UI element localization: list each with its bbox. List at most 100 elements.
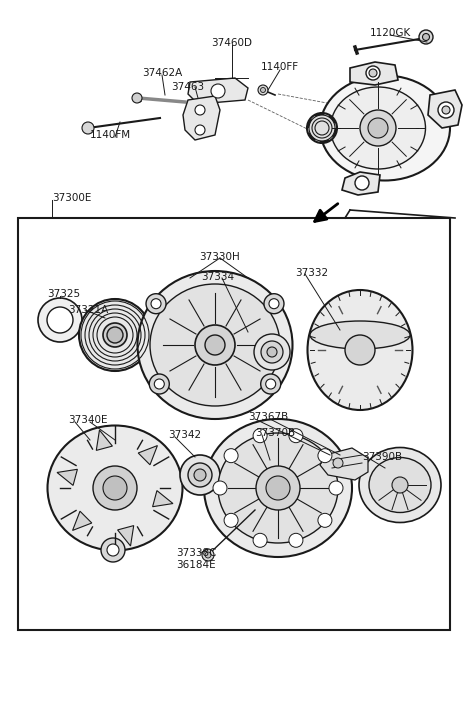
Text: 37338C: 37338C bbox=[175, 548, 216, 558]
Circle shape bbox=[265, 476, 289, 500]
Circle shape bbox=[332, 458, 342, 468]
Text: 37462A: 37462A bbox=[142, 68, 182, 78]
Circle shape bbox=[194, 469, 206, 481]
Ellipse shape bbox=[307, 290, 412, 410]
Circle shape bbox=[82, 122, 94, 134]
Ellipse shape bbox=[319, 76, 449, 180]
Ellipse shape bbox=[47, 425, 182, 550]
Circle shape bbox=[131, 93, 142, 103]
Ellipse shape bbox=[137, 271, 292, 419]
Circle shape bbox=[180, 455, 219, 495]
Circle shape bbox=[437, 102, 453, 118]
Ellipse shape bbox=[330, 87, 425, 169]
Text: 37332: 37332 bbox=[294, 268, 327, 278]
Circle shape bbox=[263, 294, 283, 314]
Circle shape bbox=[150, 299, 161, 309]
Text: 1140FM: 1140FM bbox=[89, 130, 130, 140]
Circle shape bbox=[194, 325, 234, 365]
Circle shape bbox=[367, 118, 387, 138]
Circle shape bbox=[288, 429, 302, 443]
Text: 36184E: 36184E bbox=[176, 560, 215, 570]
Polygon shape bbox=[188, 78, 247, 104]
Circle shape bbox=[201, 549, 213, 561]
Text: 37463: 37463 bbox=[171, 82, 204, 92]
Text: 37367B: 37367B bbox=[247, 412, 288, 422]
Polygon shape bbox=[427, 90, 461, 128]
Circle shape bbox=[441, 106, 449, 114]
Polygon shape bbox=[96, 430, 112, 451]
Polygon shape bbox=[319, 448, 367, 480]
Circle shape bbox=[205, 552, 211, 558]
Polygon shape bbox=[138, 446, 157, 465]
Circle shape bbox=[252, 534, 267, 547]
Text: 37334: 37334 bbox=[201, 272, 234, 282]
Circle shape bbox=[359, 110, 395, 146]
Circle shape bbox=[328, 481, 342, 495]
Text: 37370B: 37370B bbox=[255, 428, 294, 438]
Circle shape bbox=[213, 481, 226, 495]
Text: 37321A: 37321A bbox=[68, 305, 108, 315]
Circle shape bbox=[354, 176, 368, 190]
Circle shape bbox=[252, 429, 267, 443]
Circle shape bbox=[317, 449, 331, 462]
Circle shape bbox=[422, 33, 429, 41]
Circle shape bbox=[38, 298, 82, 342]
Ellipse shape bbox=[204, 419, 351, 557]
Circle shape bbox=[149, 374, 169, 394]
Circle shape bbox=[365, 66, 379, 80]
Circle shape bbox=[205, 335, 225, 355]
Circle shape bbox=[260, 87, 265, 92]
Text: 37342: 37342 bbox=[168, 430, 200, 440]
Circle shape bbox=[188, 463, 212, 487]
Circle shape bbox=[368, 69, 376, 77]
Circle shape bbox=[260, 341, 282, 363]
Circle shape bbox=[194, 105, 205, 115]
Text: 37390B: 37390B bbox=[361, 452, 401, 462]
Circle shape bbox=[146, 294, 166, 314]
Circle shape bbox=[260, 374, 280, 394]
Ellipse shape bbox=[103, 323, 127, 347]
Circle shape bbox=[256, 466, 300, 510]
Circle shape bbox=[103, 476, 127, 500]
Polygon shape bbox=[152, 491, 173, 507]
Text: 1140FF: 1140FF bbox=[260, 62, 299, 72]
Text: 37325: 37325 bbox=[47, 289, 80, 299]
Circle shape bbox=[154, 379, 164, 389]
Polygon shape bbox=[341, 172, 379, 195]
Circle shape bbox=[107, 544, 119, 556]
Circle shape bbox=[224, 513, 238, 527]
Ellipse shape bbox=[358, 448, 440, 523]
Text: 1120GK: 1120GK bbox=[369, 28, 410, 38]
Circle shape bbox=[47, 307, 73, 333]
Polygon shape bbox=[182, 96, 219, 140]
Text: 37330H: 37330H bbox=[199, 252, 240, 262]
Circle shape bbox=[107, 327, 123, 343]
Text: 37340E: 37340E bbox=[68, 415, 107, 425]
Polygon shape bbox=[57, 470, 77, 486]
Circle shape bbox=[317, 513, 331, 527]
Polygon shape bbox=[349, 62, 397, 85]
Circle shape bbox=[391, 477, 407, 493]
Ellipse shape bbox=[368, 457, 430, 513]
Circle shape bbox=[257, 85, 268, 95]
Circle shape bbox=[288, 534, 302, 547]
Circle shape bbox=[101, 538, 125, 562]
Circle shape bbox=[211, 84, 225, 98]
Polygon shape bbox=[117, 526, 133, 546]
Circle shape bbox=[418, 30, 432, 44]
Circle shape bbox=[344, 335, 374, 365]
Circle shape bbox=[194, 125, 205, 135]
Circle shape bbox=[224, 449, 238, 462]
Circle shape bbox=[269, 299, 278, 309]
Ellipse shape bbox=[150, 284, 279, 406]
Ellipse shape bbox=[218, 433, 337, 543]
Ellipse shape bbox=[309, 321, 409, 349]
Text: 37300E: 37300E bbox=[52, 193, 91, 203]
Circle shape bbox=[265, 379, 275, 389]
Text: 37460D: 37460D bbox=[211, 38, 252, 48]
Polygon shape bbox=[18, 218, 449, 630]
Circle shape bbox=[253, 334, 289, 370]
Ellipse shape bbox=[307, 113, 336, 143]
Ellipse shape bbox=[79, 299, 150, 371]
Circle shape bbox=[266, 347, 276, 357]
